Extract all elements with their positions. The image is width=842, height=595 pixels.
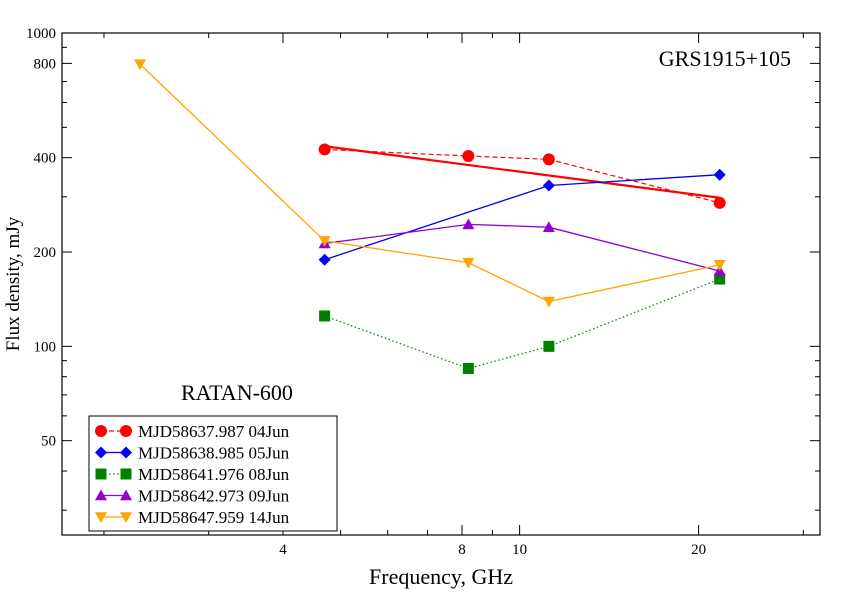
legend-label: MJD58637.987 04Jun [138, 422, 290, 441]
plot-frame [61, 32, 821, 536]
telescope-annotation: RATAN-600 [181, 380, 293, 405]
legend-label: MJD58647.959 14Jun [138, 508, 290, 527]
legend-marker-end [120, 512, 132, 523]
legend-marker-start [95, 512, 107, 523]
data-point [462, 218, 475, 230]
legend-marker-end [120, 446, 132, 459]
legend: MJD58637.987 04Jun MJD58638.985 05Jun MJD5… [88, 415, 338, 532]
series-line [324, 223, 720, 272]
x-tick-label: 4 [279, 542, 287, 558]
y-tick-label: 800 [34, 56, 57, 72]
data-point [319, 310, 331, 322]
data-point [318, 143, 331, 156]
data-point [462, 257, 475, 269]
x-axis: 4 8 10 20 [103, 33, 804, 558]
data-point [318, 236, 331, 247]
legend-marker-start [95, 489, 107, 501]
fit-line [324, 145, 720, 199]
data-point [713, 196, 726, 209]
y-tick-label: 50 [41, 434, 56, 450]
x-tick-label: 10 [512, 542, 527, 558]
series-2 [318, 168, 726, 266]
data-point [713, 260, 726, 271]
data-point [543, 340, 555, 352]
legend-item: MJD58642.973 09Jun [95, 487, 290, 506]
x-tick-label: 20 [691, 542, 706, 558]
data-point [714, 273, 726, 285]
data-point [462, 150, 475, 163]
legend-item: MJD58647.959 14Jun [95, 508, 290, 527]
data-point [134, 59, 147, 71]
y-tick-label: 200 [34, 245, 57, 261]
series-3 [319, 273, 726, 374]
legend-marker-end [120, 425, 132, 437]
legend-marker-start [95, 468, 107, 480]
series-1 [318, 143, 726, 209]
legend-marker-start [95, 425, 107, 437]
data-point [542, 221, 555, 233]
series-line [324, 278, 720, 370]
legend-marker-end [120, 489, 132, 501]
series-line [324, 148, 720, 204]
x-tick-label: 8 [458, 542, 466, 558]
data-point [318, 253, 331, 266]
legend-item: MJD58637.987 04Jun [95, 422, 290, 441]
series-5 [134, 59, 726, 308]
legend-label: MJD58642.973 09Jun [138, 487, 290, 506]
y-tick-label: 100 [34, 339, 57, 355]
y-axis: 50 100 200 400 800 1000 [26, 26, 820, 511]
legend-label: MJD58641.976 08Jun [138, 465, 290, 484]
source-annotation: GRS1915+105 [659, 46, 791, 71]
legend-item: MJD58641.976 08Jun [95, 465, 290, 484]
plot-series [134, 59, 726, 374]
legend-marker-start [95, 446, 107, 459]
data-point [542, 179, 555, 192]
y-tick-label: 1000 [26, 26, 56, 42]
legend-item: MJD58638.985 05Jun [95, 444, 290, 463]
data-point [542, 153, 555, 166]
data-point [462, 362, 474, 374]
legend-label: MJD58638.985 05Jun [138, 444, 290, 463]
data-point [713, 168, 726, 181]
data-point [542, 296, 555, 308]
legend-marker-end [120, 468, 132, 480]
y-tick-label: 400 [34, 151, 57, 167]
y-axis-title: Flux density, mJy [3, 216, 24, 351]
x-axis-title: Frequency, GHz [369, 564, 513, 589]
